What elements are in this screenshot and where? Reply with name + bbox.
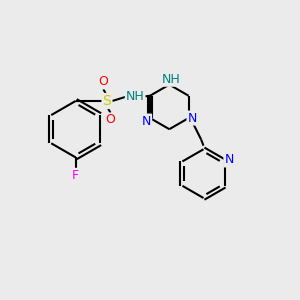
Text: O: O — [106, 113, 116, 127]
Text: N: N — [188, 112, 197, 124]
Text: NH: NH — [161, 73, 180, 86]
Text: S: S — [103, 94, 111, 108]
Text: N: N — [142, 115, 151, 128]
Text: O: O — [98, 75, 108, 88]
Text: NH: NH — [126, 90, 145, 103]
Text: F: F — [72, 169, 79, 182]
Text: N: N — [224, 154, 234, 166]
